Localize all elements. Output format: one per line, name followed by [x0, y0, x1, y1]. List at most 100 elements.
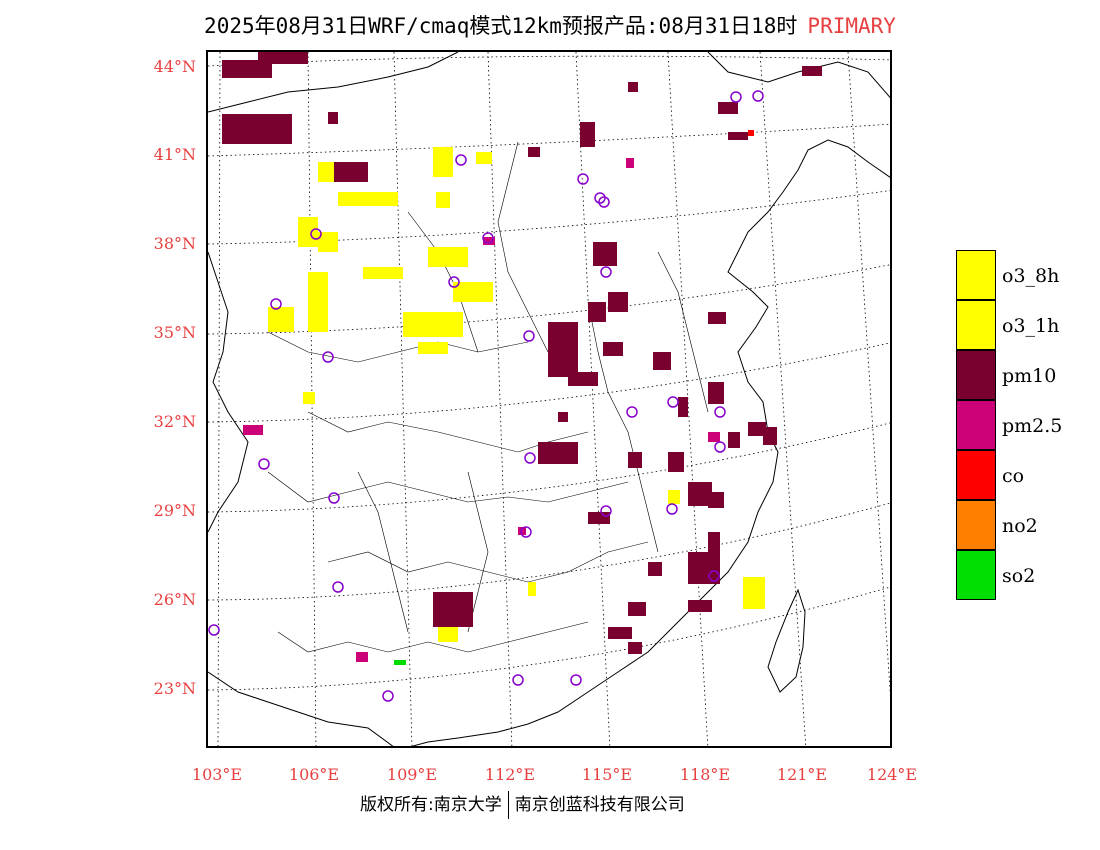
station-marker: [310, 228, 322, 240]
pollutant-cell-o3: [403, 312, 463, 337]
lat-line-29: [208, 422, 890, 513]
coastline-east: [411, 139, 890, 746]
province-line: [267, 331, 529, 363]
legend-swatch: [956, 350, 996, 400]
station-marker: [448, 276, 460, 288]
pollutant-cell-o3: [303, 392, 315, 404]
station-marker: [714, 441, 726, 453]
station-marker: [524, 452, 536, 464]
lon-line-124: [847, 52, 890, 696]
legend-swatch: [956, 400, 996, 450]
pollutant-cell-pm25: [626, 158, 634, 168]
pollutant-cell-pm10: [688, 600, 712, 612]
station-marker: [258, 458, 270, 470]
lon-label-112: 112°E: [484, 765, 536, 784]
pollutant-cell-pm10: [222, 60, 272, 78]
lon-label-109: 109°E: [386, 765, 438, 784]
border-northeast: [707, 52, 890, 99]
station-marker: [382, 690, 394, 702]
pollutant-cell-co: [748, 130, 754, 136]
lat-line-41: [208, 123, 890, 157]
station-marker: [455, 154, 467, 166]
lat-label-41: 41°N: [153, 145, 196, 164]
pollutant-cell-pm10: [328, 162, 368, 182]
pollutant-cell-o3: [268, 307, 294, 332]
station-marker: [270, 298, 282, 310]
footer-left: 版权所有:南京大学: [360, 795, 502, 815]
lon-label-121: 121°E: [776, 765, 828, 784]
pollutant-cell-pm10: [628, 602, 646, 616]
station-marker: [482, 232, 494, 244]
legend-swatch: [956, 450, 996, 500]
pollutant-cell-pm10: [763, 427, 777, 445]
station-marker: [626, 406, 638, 418]
border-west: [208, 251, 249, 533]
pollutant-cell-o3: [338, 192, 398, 206]
lat-label-44: 44°N: [153, 57, 196, 76]
station-marker: [708, 570, 720, 582]
pollutant-cell-pm10: [558, 412, 568, 422]
station-marker: [667, 396, 679, 408]
station-marker: [523, 330, 535, 342]
lon-label-115: 115°E: [581, 765, 633, 784]
pollutant-cell-pm25: [708, 432, 720, 442]
station-marker: [208, 624, 220, 636]
province-line: [357, 471, 409, 633]
legend-label: pm10: [1002, 365, 1057, 387]
taiwan-outline: [767, 588, 806, 693]
legend-label: co: [1002, 465, 1025, 487]
pollutant-cell-pm10: [603, 342, 623, 356]
province-line: [267, 471, 629, 503]
station-marker: [332, 581, 344, 593]
lat-line-26: [208, 502, 890, 601]
border-southwest: [208, 671, 394, 746]
legend-swatch: [956, 300, 996, 350]
lat-line-38: [208, 190, 890, 245]
title-tag: PRIMARY: [807, 14, 896, 38]
pollutant-cell-o3: [433, 147, 453, 177]
pollutant-map: [208, 52, 890, 746]
pollutant-cell-o3: [436, 192, 450, 208]
lat-line-35: [208, 264, 890, 335]
pollutant-cell-pm10: [328, 112, 338, 124]
lon-label-103: 103°E: [191, 765, 243, 784]
station-markers: [208, 90, 764, 702]
pollutant-cell-o3: [363, 267, 403, 279]
station-marker: [600, 266, 612, 278]
province-line: [277, 621, 589, 653]
lon-label-124: 124°E: [866, 765, 918, 784]
lat-label-35: 35°N: [153, 323, 196, 342]
pollutant-cell-pm10: [728, 432, 740, 448]
lat-line-32: [208, 342, 890, 423]
lon-label-118: 118°E: [679, 765, 731, 784]
legend-swatch: [956, 500, 996, 550]
pollutant-cell-pm10: [588, 302, 606, 322]
station-marker: [598, 196, 610, 208]
pollutant-cell-pm10: [728, 132, 748, 140]
station-marker: [600, 505, 612, 517]
legend-label: o3_1h: [1002, 315, 1060, 337]
footer-right: 南京创蓝科技有限公司: [514, 795, 685, 815]
pollutant-cell-pm10: [628, 642, 642, 654]
pollutant-cell-o3: [318, 232, 338, 252]
lat-label-26: 26°N: [153, 590, 196, 609]
pollutant-cell-pm10: [258, 52, 308, 64]
station-marker: [730, 91, 742, 103]
lon-label-106: 106°E: [288, 765, 340, 784]
province-borders: [267, 141, 709, 653]
map-panel: [206, 50, 892, 748]
legend-label: so2: [1002, 565, 1036, 587]
pollutant-cell-pm10: [593, 242, 617, 266]
pollutant-cell-pm10: [708, 312, 726, 324]
pollutant-cell-o3: [428, 247, 468, 267]
station-marker: [328, 492, 340, 504]
pollutant-cell-pm10: [628, 82, 638, 92]
pollutant-cell-pm10: [433, 592, 473, 627]
pollutant-cell-pm10: [688, 552, 720, 584]
lat-label-38: 38°N: [153, 234, 196, 253]
station-marker: [752, 90, 764, 102]
legend-swatch: [956, 250, 996, 300]
footer-separator: [507, 791, 509, 819]
pollutant-cell-pm10: [678, 397, 688, 417]
lat-line-44: [208, 55, 890, 67]
